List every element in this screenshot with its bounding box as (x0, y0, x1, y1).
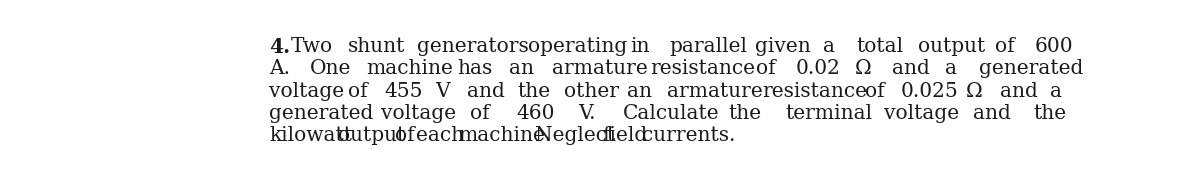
Text: of: of (395, 126, 415, 145)
Text: a: a (823, 37, 835, 56)
Text: the: the (1034, 104, 1067, 123)
Text: Calculate: Calculate (623, 104, 719, 123)
Text: V.: V. (577, 104, 595, 123)
Text: of: of (995, 37, 1014, 56)
Text: 0.02: 0.02 (796, 59, 840, 78)
Text: shunt: shunt (348, 37, 406, 56)
Text: and: and (467, 82, 505, 101)
Text: of: of (864, 82, 884, 101)
Text: operating: operating (528, 37, 628, 56)
Text: a: a (946, 59, 958, 78)
Text: and: and (1000, 82, 1038, 101)
Text: One: One (310, 59, 350, 78)
Text: each: each (415, 126, 463, 145)
Text: Neglect: Neglect (535, 126, 616, 145)
Text: V: V (434, 82, 450, 101)
Text: Two: Two (290, 37, 332, 56)
Text: generated: generated (979, 59, 1084, 78)
Text: Ω: Ω (966, 82, 983, 101)
Text: armature: armature (667, 82, 763, 101)
Text: machine.: machine. (457, 126, 551, 145)
Text: parallel: parallel (670, 37, 748, 56)
Text: has: has (457, 59, 492, 78)
Text: terminal: terminal (785, 104, 872, 123)
Text: a: a (1050, 82, 1062, 101)
Text: output: output (338, 126, 406, 145)
Text: voltage: voltage (382, 104, 456, 123)
Text: given: given (755, 37, 810, 56)
Text: total: total (857, 37, 904, 56)
Text: 0.025: 0.025 (901, 82, 959, 101)
Text: currents.: currents. (642, 126, 736, 145)
Text: the: the (517, 82, 551, 101)
Text: 460: 460 (517, 104, 556, 123)
Text: voltage: voltage (884, 104, 959, 123)
Text: an: an (509, 59, 534, 78)
Text: of: of (756, 59, 776, 78)
Text: output: output (918, 37, 985, 56)
Text: and: and (973, 104, 1012, 123)
Text: Ω: Ω (854, 59, 871, 78)
Text: the: the (728, 104, 762, 123)
Text: voltage: voltage (269, 82, 344, 101)
Text: resistance: resistance (762, 82, 868, 101)
Text: kilowatt: kilowatt (269, 126, 352, 145)
Text: machine: machine (366, 59, 452, 78)
Text: an: an (628, 82, 652, 101)
Text: armature: armature (552, 59, 648, 78)
Text: field: field (602, 126, 647, 145)
Text: 600: 600 (1034, 37, 1073, 56)
Text: generators: generators (416, 37, 529, 56)
Text: generated: generated (269, 104, 373, 123)
Text: in: in (630, 37, 649, 56)
Text: resistance: resistance (650, 59, 756, 78)
Text: and: and (892, 59, 930, 78)
Text: of: of (470, 104, 490, 123)
Text: of: of (348, 82, 367, 101)
Text: other: other (564, 82, 619, 101)
Text: A.: A. (269, 59, 290, 78)
Text: 4.: 4. (269, 37, 290, 57)
Text: 455: 455 (384, 82, 422, 101)
